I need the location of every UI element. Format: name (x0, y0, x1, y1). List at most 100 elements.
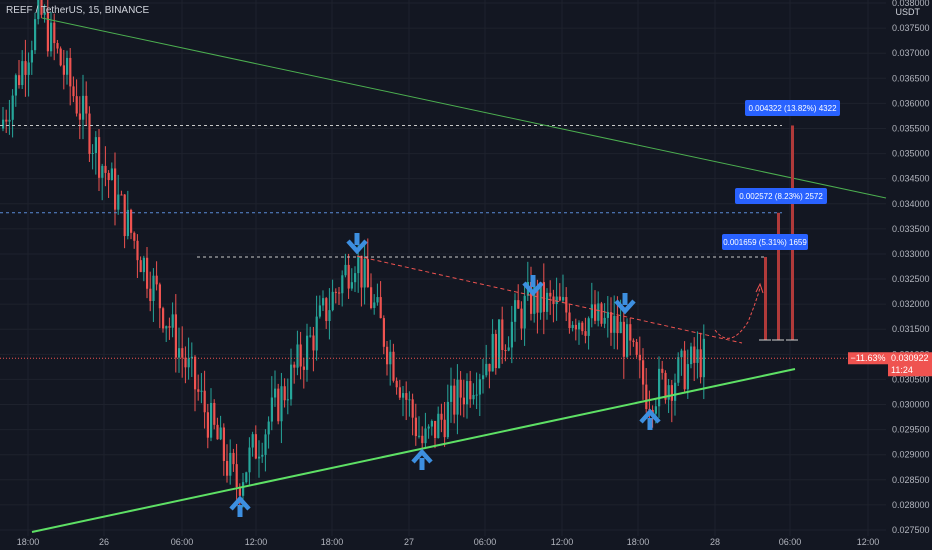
arrow-head (346, 239, 368, 255)
candle-body (62, 65, 65, 75)
y-tick-label: 0.033500 (892, 224, 930, 234)
candle-body (126, 209, 129, 237)
measure-label-1: 0.004322 (13.82%) 4322 (745, 100, 840, 116)
arrow-shaft (530, 275, 536, 287)
candle-body (674, 382, 677, 401)
candle-body (94, 137, 97, 153)
candle-body (382, 318, 385, 347)
candle-body (552, 296, 555, 304)
candle-body (325, 298, 328, 322)
candle-body (418, 435, 421, 437)
candle-body (661, 368, 664, 373)
candle-body (69, 57, 72, 87)
candle-body (296, 344, 299, 368)
candle-body (331, 291, 334, 311)
candle-body (491, 333, 494, 372)
y-tick-label: 0.036500 (892, 73, 930, 83)
candle-body (242, 482, 245, 496)
candle-body (411, 399, 414, 418)
candle-body (158, 284, 161, 309)
candle-body (34, 19, 37, 51)
candle-body (59, 48, 62, 66)
candle-body (46, 12, 49, 52)
arrow-up-trough-1 (229, 495, 251, 517)
candle-body (555, 296, 558, 304)
candles (2, 0, 705, 508)
candle-body (558, 296, 561, 301)
candle-body (190, 356, 193, 359)
candle-body (334, 291, 337, 293)
candle-body (469, 381, 472, 400)
candle-body (565, 297, 568, 313)
candle-body (542, 282, 545, 312)
arrow-head (639, 408, 661, 424)
y-tick-label: 0.028000 (892, 500, 930, 510)
candle-body (149, 288, 152, 301)
candle-body (584, 331, 587, 336)
candle-body (456, 379, 459, 415)
candle-body (581, 322, 584, 332)
candle-body (130, 209, 133, 233)
candle-body (533, 286, 536, 314)
currency-label: USDT (895, 7, 921, 17)
candle-body (123, 194, 126, 237)
measure-label-text: 0.001659 (5.31%) 1659 (723, 238, 807, 247)
price-text: 0.030922 (891, 353, 929, 363)
candle-body (165, 326, 168, 329)
candle-body (517, 300, 520, 309)
candle-body (5, 119, 8, 122)
candle-body (658, 368, 661, 407)
candle-body (293, 364, 296, 368)
candle-body (568, 312, 571, 329)
candle-body (536, 286, 539, 313)
candle-body (699, 349, 702, 378)
y-tick-label: 0.038000 (892, 0, 930, 8)
candle-body (117, 194, 120, 210)
candle-body (53, 22, 56, 44)
candle-body (136, 240, 139, 261)
x-axis: 18:00 26 06:00 12:00 18:00 27 06:00 12:00 18:00 2… (17, 537, 880, 547)
candle-body (379, 297, 382, 319)
candle-body (414, 417, 417, 437)
candle-body (98, 137, 101, 178)
candle-body (619, 321, 622, 334)
candle-body (213, 402, 216, 425)
candle-body (114, 168, 117, 210)
candle-body (194, 356, 197, 390)
candle-body (203, 390, 206, 413)
candle-body (616, 315, 619, 334)
candle-body (178, 348, 181, 358)
candle-body (107, 172, 110, 181)
candle-body (120, 194, 123, 196)
y-tick-label: 0.027500 (892, 525, 930, 535)
x-tick-label: 06:00 (779, 537, 802, 547)
candle-body (642, 360, 645, 385)
candle-body (24, 61, 27, 75)
candle-body (466, 381, 469, 405)
y-tick-label: 0.035500 (892, 123, 930, 133)
candle-body (341, 275, 344, 294)
x-tick-label: 06:00 (474, 537, 497, 547)
y-tick-label: 0.034500 (892, 174, 930, 184)
candle-body (462, 397, 465, 405)
arrow-head (411, 448, 433, 464)
candle-body (187, 358, 190, 368)
candle-body (350, 282, 353, 289)
candle-body (197, 389, 200, 392)
arrow-down-peak-1 (346, 233, 368, 255)
symbol-title[interactable]: REEF / TetherUS, 15, BINANCE (6, 5, 150, 16)
candle-body (603, 317, 606, 324)
candle-body (184, 357, 187, 368)
arrow-up-trough-3 (639, 408, 661, 430)
current-price-tag: −11.63% 0.030922 11:24 (848, 352, 932, 377)
candle-body (366, 259, 369, 288)
candle-body (290, 364, 293, 400)
price-badge (888, 352, 932, 377)
x-tick-label: 12:00 (245, 537, 268, 547)
candle-body (507, 347, 510, 351)
candle-body (597, 303, 600, 321)
candle-body (578, 322, 581, 330)
candle-body (200, 390, 203, 392)
